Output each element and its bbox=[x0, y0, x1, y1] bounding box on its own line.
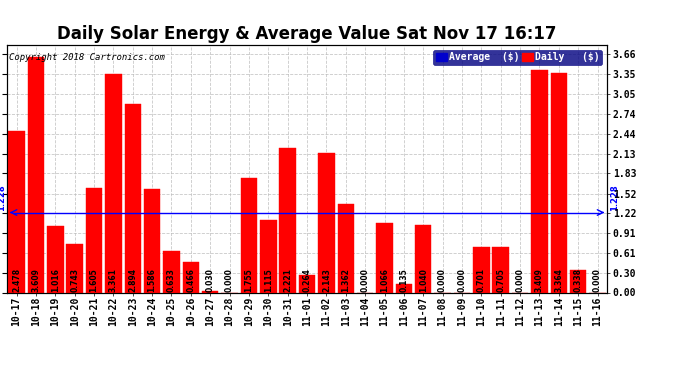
Bar bbox=[531, 70, 548, 292]
Bar bbox=[86, 188, 102, 292]
Text: 1.228: 1.228 bbox=[610, 184, 619, 211]
Bar bbox=[299, 275, 315, 292]
Text: 0.000: 0.000 bbox=[515, 268, 524, 292]
Text: 2.221: 2.221 bbox=[283, 268, 292, 292]
Bar bbox=[570, 270, 586, 292]
Bar bbox=[241, 178, 257, 292]
Text: 3.609: 3.609 bbox=[32, 268, 41, 292]
Bar bbox=[260, 220, 277, 292]
Text: 0.030: 0.030 bbox=[206, 268, 215, 292]
Bar bbox=[28, 57, 44, 292]
Text: 3.361: 3.361 bbox=[109, 268, 118, 292]
Text: 1.755: 1.755 bbox=[244, 268, 253, 292]
Bar bbox=[144, 189, 160, 292]
Text: 0.000: 0.000 bbox=[593, 268, 602, 292]
Text: 2.894: 2.894 bbox=[128, 268, 137, 292]
Text: 2.143: 2.143 bbox=[322, 268, 331, 292]
Text: 2.478: 2.478 bbox=[12, 268, 21, 292]
Bar bbox=[164, 251, 179, 292]
Text: 0.701: 0.701 bbox=[477, 268, 486, 292]
Bar bbox=[47, 226, 63, 292]
Bar bbox=[376, 223, 393, 292]
Bar bbox=[493, 247, 509, 292]
Bar bbox=[318, 153, 335, 292]
Text: 0.000: 0.000 bbox=[457, 268, 466, 292]
Bar bbox=[337, 204, 354, 292]
Bar bbox=[551, 74, 567, 292]
Bar bbox=[395, 284, 412, 292]
Text: 1.040: 1.040 bbox=[419, 268, 428, 292]
Bar bbox=[202, 291, 219, 292]
Bar bbox=[183, 262, 199, 292]
Text: Copyright 2018 Cartronics.com: Copyright 2018 Cartronics.com bbox=[9, 53, 165, 62]
Text: 3.364: 3.364 bbox=[554, 268, 563, 292]
Bar bbox=[105, 74, 121, 292]
Text: 0.466: 0.466 bbox=[186, 268, 195, 292]
Legend: Average  ($), Daily   ($): Average ($), Daily ($) bbox=[433, 50, 602, 65]
Text: 1.066: 1.066 bbox=[380, 268, 389, 292]
Bar bbox=[279, 148, 296, 292]
Text: 0.000: 0.000 bbox=[361, 268, 370, 292]
Text: 0.743: 0.743 bbox=[70, 268, 79, 292]
Text: 1.016: 1.016 bbox=[51, 268, 60, 292]
Text: 0.000: 0.000 bbox=[438, 268, 447, 292]
Text: 0.264: 0.264 bbox=[302, 268, 312, 292]
Bar bbox=[8, 131, 25, 292]
Text: 1.362: 1.362 bbox=[342, 268, 351, 292]
Text: 1.586: 1.586 bbox=[148, 268, 157, 292]
Text: 0.705: 0.705 bbox=[496, 268, 505, 292]
Text: 0.135: 0.135 bbox=[400, 268, 408, 292]
Text: 3.409: 3.409 bbox=[535, 268, 544, 292]
Text: 0.633: 0.633 bbox=[167, 268, 176, 292]
Text: 1.228: 1.228 bbox=[0, 184, 6, 211]
Text: 1.115: 1.115 bbox=[264, 268, 273, 292]
Text: 1.605: 1.605 bbox=[90, 268, 99, 292]
Bar bbox=[124, 104, 141, 292]
Bar bbox=[473, 247, 490, 292]
Title: Daily Solar Energy & Average Value Sat Nov 17 16:17: Daily Solar Energy & Average Value Sat N… bbox=[57, 26, 557, 44]
Text: 0.338: 0.338 bbox=[573, 268, 582, 292]
Text: 0.000: 0.000 bbox=[225, 268, 234, 292]
Bar bbox=[415, 225, 431, 292]
Bar bbox=[66, 244, 83, 292]
